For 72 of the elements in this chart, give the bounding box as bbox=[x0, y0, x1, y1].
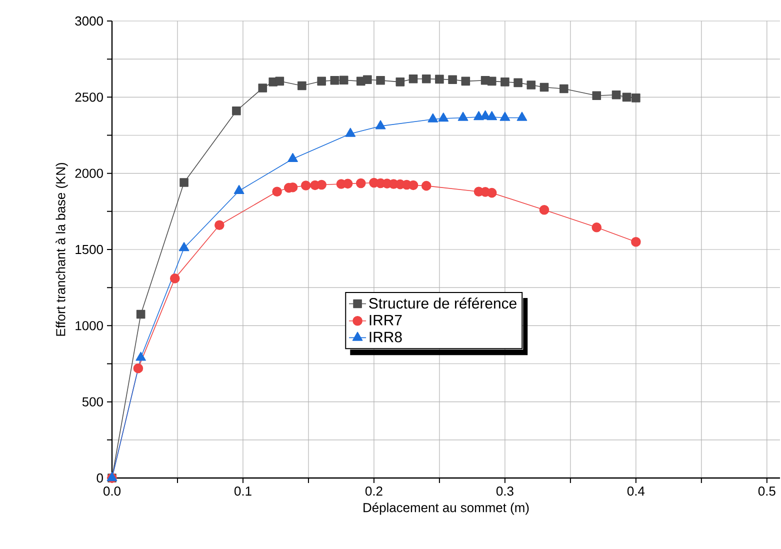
point bbox=[178, 242, 190, 252]
point bbox=[559, 84, 568, 94]
x-tick-label: 0.3 bbox=[496, 486, 514, 496]
point bbox=[300, 180, 311, 190]
y-tick-label: 1500 bbox=[76, 244, 103, 254]
point bbox=[170, 274, 180, 284]
point bbox=[435, 74, 444, 84]
point bbox=[448, 75, 457, 84]
y-tick-label: 0 bbox=[96, 473, 103, 483]
point bbox=[136, 310, 146, 319]
point bbox=[592, 91, 602, 100]
point bbox=[480, 110, 490, 120]
x-tick-label: 0.1 bbox=[234, 486, 252, 496]
point bbox=[438, 112, 449, 122]
point bbox=[356, 178, 366, 188]
point bbox=[342, 178, 353, 189]
point bbox=[363, 75, 372, 84]
point bbox=[317, 76, 326, 86]
point bbox=[133, 363, 144, 374]
point bbox=[376, 76, 385, 85]
point bbox=[500, 112, 510, 121]
point bbox=[408, 180, 418, 190]
point bbox=[487, 76, 496, 86]
point bbox=[375, 120, 386, 130]
x-tick-label: 0.2 bbox=[365, 486, 382, 496]
point bbox=[345, 128, 356, 137]
y-axis-title: Effort tranchant à la base (KN) bbox=[56, 162, 68, 336]
point bbox=[136, 352, 146, 361]
point bbox=[339, 76, 348, 84]
point bbox=[540, 82, 549, 92]
point bbox=[526, 80, 536, 90]
point bbox=[631, 236, 641, 247]
point bbox=[486, 188, 497, 198]
point bbox=[258, 84, 268, 92]
y-tick-label: 1000 bbox=[76, 321, 103, 330]
y-tick-label: 500 bbox=[82, 397, 103, 406]
x-axis-title: Déplacement au sommet (m) bbox=[364, 502, 529, 515]
point bbox=[612, 90, 621, 100]
point bbox=[214, 220, 224, 230]
point bbox=[514, 78, 522, 88]
point bbox=[298, 81, 306, 90]
legend-label: IRR8 bbox=[370, 332, 402, 342]
x-tick-label: 0.0 bbox=[104, 486, 121, 496]
legend-label: Structure de référence bbox=[369, 297, 516, 309]
y-tick-label: 2500 bbox=[75, 92, 103, 102]
point bbox=[632, 94, 640, 102]
point bbox=[500, 78, 510, 86]
point bbox=[275, 76, 284, 86]
point bbox=[232, 106, 241, 116]
point bbox=[408, 74, 418, 84]
point bbox=[330, 76, 340, 85]
point bbox=[288, 152, 298, 162]
point bbox=[234, 184, 244, 194]
point bbox=[180, 178, 188, 187]
point bbox=[272, 186, 282, 197]
legend-label: IRR7 bbox=[370, 314, 402, 326]
point bbox=[458, 112, 468, 121]
point bbox=[316, 180, 326, 190]
point bbox=[461, 76, 470, 86]
point bbox=[539, 204, 550, 215]
point bbox=[486, 111, 498, 120]
point bbox=[592, 222, 602, 232]
point bbox=[421, 180, 432, 191]
point bbox=[396, 78, 405, 86]
point bbox=[622, 92, 632, 102]
point bbox=[422, 74, 431, 84]
x-tick-label: 0.5 bbox=[758, 486, 776, 496]
x-tick-label: 0.4 bbox=[627, 486, 645, 496]
point bbox=[428, 113, 438, 122]
y-tick-label: 2000 bbox=[75, 168, 103, 178]
point bbox=[516, 112, 528, 121]
y-tick-label: 3000 bbox=[75, 16, 103, 26]
